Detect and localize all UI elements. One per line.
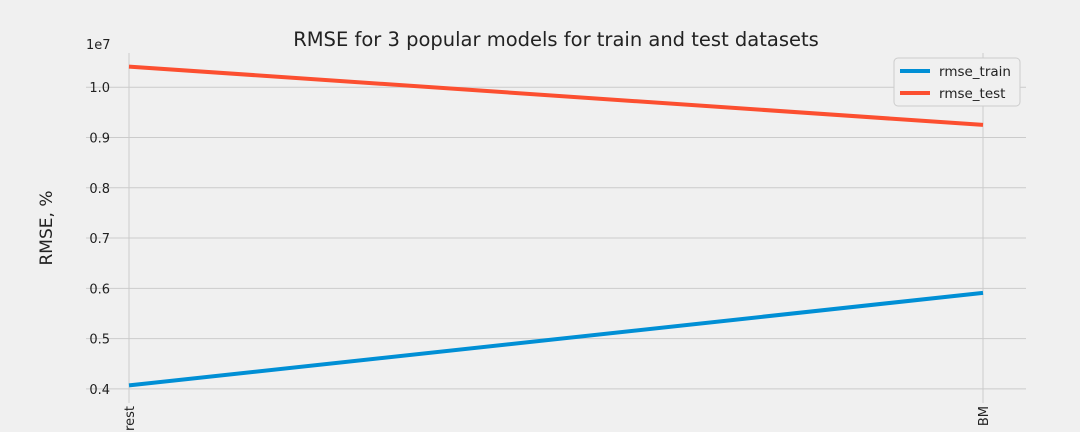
y-tick-label: 0.4 (89, 383, 110, 398)
y-tick-label: 0.8 (89, 182, 110, 197)
series-line-rmse_test (128, 64, 984, 127)
y-tick-label: 1.0 (89, 81, 110, 96)
series-lines (128, 64, 984, 388)
y-tick-label: 0.5 (89, 333, 110, 348)
y-tick-labels: 0.4 0.5 0.6 0.7 0.8 0.9 1.0 (89, 81, 110, 398)
series-line-rmse_train (128, 290, 984, 388)
y-offset-label: 1e7 (86, 38, 111, 53)
y-axis-label: RMSE, % (37, 191, 57, 266)
legend-items: rmse_train rmse_test (900, 64, 1011, 102)
chart-title: RMSE for 3 popular models for train and … (293, 28, 819, 51)
x-tick-label: BM (977, 406, 992, 426)
x-gridlines (128, 53, 984, 403)
y-tick-label: 0.6 (89, 282, 110, 297)
y-gridlines (86, 86, 1026, 390)
legend-label: rmse_train (939, 64, 1011, 80)
plot-background (86, 53, 1026, 403)
y-tick-label: 0.9 (89, 131, 110, 146)
x-tick-labels: rest BM (123, 406, 992, 431)
y-tick-label: 0.7 (89, 232, 110, 247)
legend: rmse_train rmse_test (893, 57, 1021, 107)
x-tick-label: rest (123, 406, 138, 431)
legend-label: rmse_test (939, 86, 1005, 102)
